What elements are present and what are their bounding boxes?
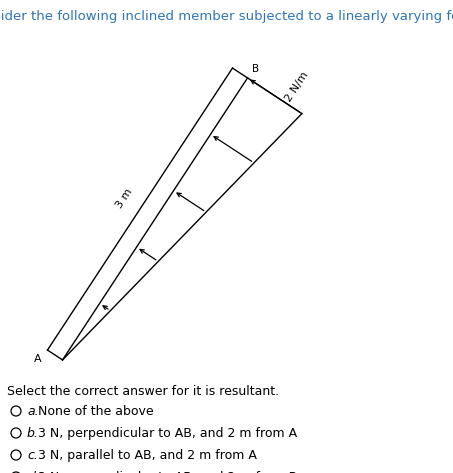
Text: a.: a. [27,404,39,418]
Text: d.: d. [27,471,39,473]
Text: 3 N, perpendicular to AB, and 2 m from B: 3 N, perpendicular to AB, and 2 m from B [38,471,297,473]
Text: 3 m: 3 m [114,187,134,210]
Text: A: A [34,354,42,364]
Text: b.: b. [27,427,39,439]
Text: B: B [251,64,259,74]
Text: None of the above: None of the above [38,404,154,418]
Text: 3 N, perpendicular to AB, and 2 m from A: 3 N, perpendicular to AB, and 2 m from A [38,427,297,439]
Text: 2 N/m: 2 N/m [284,70,310,104]
Text: c.: c. [27,448,38,462]
Text: Consider the following inclined member subjected to a linearly varying force.: Consider the following inclined member s… [0,10,453,23]
Text: Select the correct answer for it is resultant.: Select the correct answer for it is resu… [7,385,279,398]
Text: 3 N, parallel to AB, and 2 m from A: 3 N, parallel to AB, and 2 m from A [38,448,257,462]
